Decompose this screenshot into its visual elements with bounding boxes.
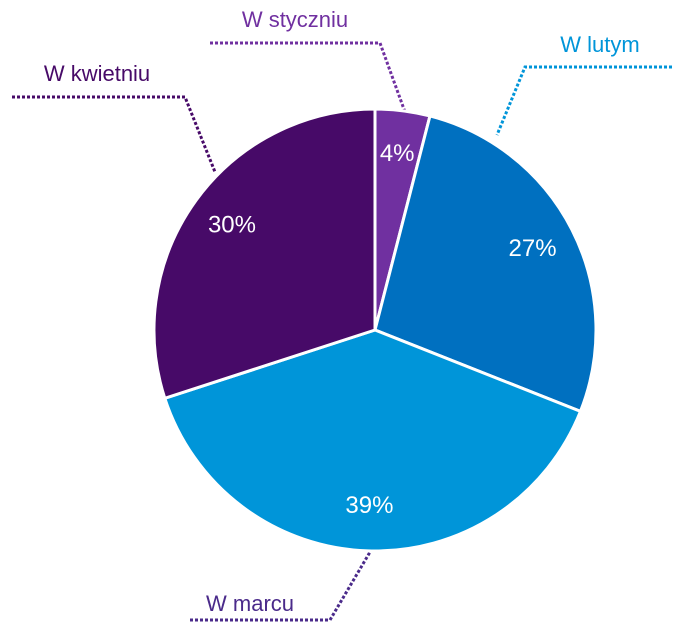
pie-slice xyxy=(162,328,583,553)
leader-line xyxy=(210,41,407,113)
data-label: 39% xyxy=(345,492,393,519)
category-label: W lutym xyxy=(560,32,639,57)
category-label: W marcu xyxy=(206,591,294,616)
data-label: 30% xyxy=(208,211,256,238)
data-label: 4% xyxy=(380,140,415,167)
leader-line xyxy=(190,551,372,622)
pie-slice xyxy=(152,107,377,401)
leader-line xyxy=(495,65,672,136)
pie-slice xyxy=(373,114,598,414)
category-label: W kwietniu xyxy=(44,61,150,86)
category-label: W styczniu xyxy=(242,7,348,32)
leader-line xyxy=(12,95,217,173)
data-label: 27% xyxy=(509,235,557,262)
